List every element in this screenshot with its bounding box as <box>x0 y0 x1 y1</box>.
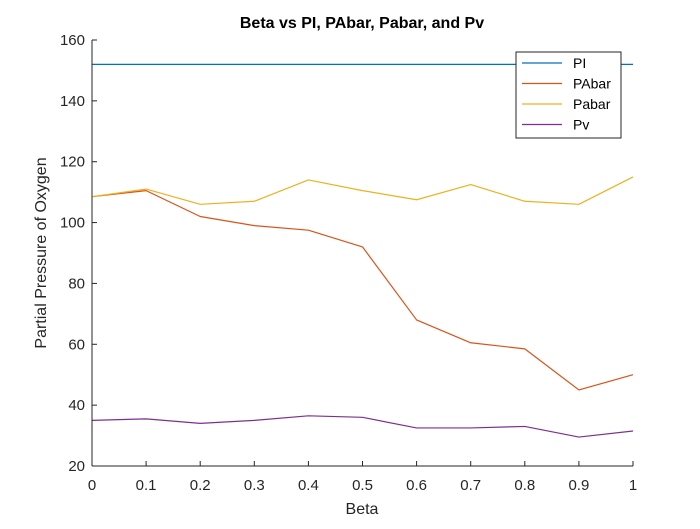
legend-label-pabar: PAbar <box>573 76 611 92</box>
x-tick-label: 0.4 <box>298 477 319 494</box>
y-tick-label: 120 <box>60 154 85 171</box>
legend-box <box>515 51 622 139</box>
y-tick-label: 60 <box>68 336 85 353</box>
chart-title: Beta vs PI, PAbar, Pabar, and Pv <box>240 15 484 32</box>
legend: PI PAbar Pabar Pv <box>515 51 622 139</box>
series-line-pabar <box>91 176 634 205</box>
x-tick-label: 1 <box>629 477 637 494</box>
x-tick-label: 0.3 <box>244 477 265 494</box>
x-tick-label: 0.8 <box>514 477 535 494</box>
series-line-pv <box>91 415 634 438</box>
legend-label-pv: Pv <box>573 117 589 133</box>
x-tick-label: 0.6 <box>406 477 427 494</box>
y-tick-label: 40 <box>68 397 85 414</box>
y-tick-label: 80 <box>68 275 85 292</box>
x-tick-label: 0 <box>88 477 96 494</box>
legend-label-pi: PI <box>573 55 586 71</box>
x-tick-label: 0.5 <box>352 477 373 494</box>
x-tick-label: 0.2 <box>190 477 211 494</box>
y-tick-label: 160 <box>60 32 85 49</box>
y-tick-label: 20 <box>68 458 85 475</box>
x-tick-label: 0.1 <box>136 477 157 494</box>
x-tick-label: 0.9 <box>568 477 589 494</box>
legend-label-pabar: Pabar <box>573 96 611 112</box>
y-tick-label: 140 <box>60 93 85 110</box>
series-line-pabar <box>91 190 634 391</box>
x-axis-label: Beta <box>346 501 379 518</box>
y-tick-label: 100 <box>60 215 85 232</box>
x-tick-label: 0.7 <box>460 477 481 494</box>
y-axis-label: Partial Pressure of Oxygen <box>33 157 50 348</box>
